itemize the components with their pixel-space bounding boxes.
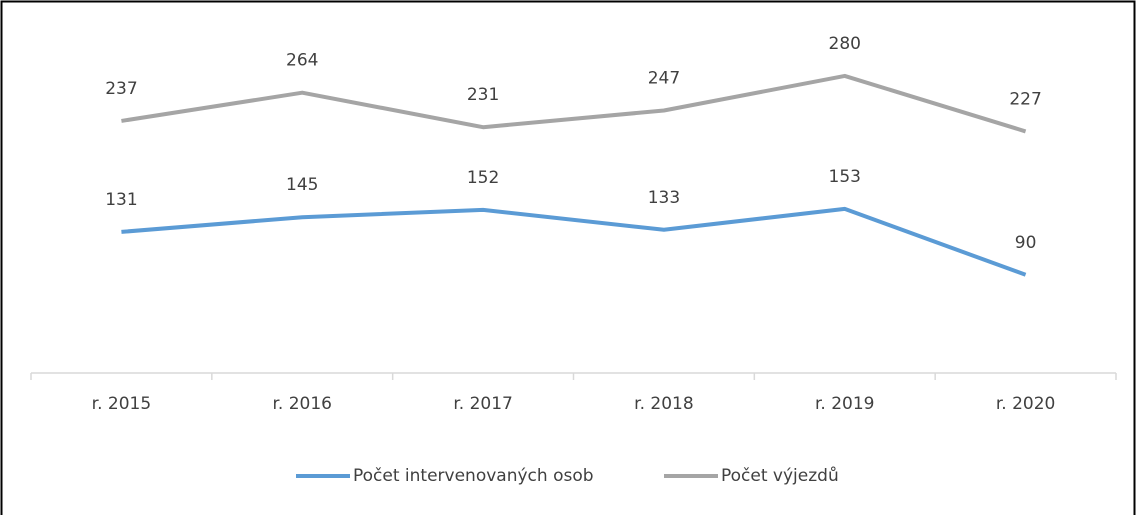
series-line <box>121 206 1027 277</box>
data-label: 131 <box>105 190 137 210</box>
data-label: 227 <box>1009 89 1041 109</box>
x-tick-label: r. 2020 <box>996 394 1056 414</box>
data-label: 237 <box>105 79 137 99</box>
series-line <box>121 73 1027 134</box>
data-label: 247 <box>648 68 680 88</box>
data-label: 152 <box>467 168 499 188</box>
data-label: 280 <box>829 34 861 54</box>
x-tick-label: r. 2019 <box>815 394 875 414</box>
data-label: 145 <box>286 175 318 195</box>
legend-label: Počet výjezdů <box>721 466 839 486</box>
data-label: 264 <box>286 51 318 71</box>
data-label: 90 <box>1015 233 1037 253</box>
x-tick-label: r. 2017 <box>453 394 513 414</box>
data-label: 153 <box>829 167 861 187</box>
data-label: 231 <box>467 85 499 105</box>
x-tick-label: r. 2016 <box>273 394 333 414</box>
x-tick-label: r. 2018 <box>634 394 694 414</box>
data-label: 133 <box>648 188 680 208</box>
x-tick-label: r. 2015 <box>92 394 152 414</box>
legend-label: Počet intervenovaných osob <box>353 466 594 486</box>
